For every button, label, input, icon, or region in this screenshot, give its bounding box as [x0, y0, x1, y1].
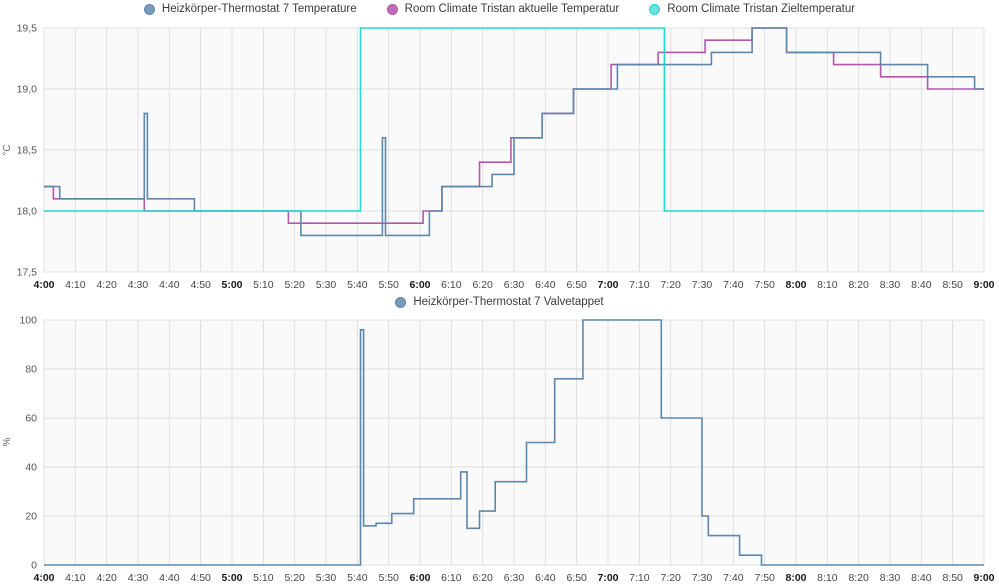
x-tick-label: 7:50 [754, 572, 775, 584]
series-line-room-climate-tristan-zieltemperatur [44, 27, 984, 212]
y-tick-label: 20 [25, 511, 37, 523]
x-tick-label: 5:40 [347, 572, 368, 584]
x-tick-label: 6:10 [441, 279, 462, 291]
x-tick-label: 7:50 [754, 279, 775, 291]
x-tick-label: 4:10 [65, 279, 86, 291]
x-tick-label: 7:10 [629, 572, 650, 584]
valve-position-chart-legend: Heizkörper-Thermostat 7 Valvetappet [0, 296, 999, 308]
x-tick-label: 4:20 [96, 279, 117, 291]
x-tick-label: 9:00 [973, 279, 994, 291]
x-tick-label: 5:10 [253, 279, 274, 291]
series-color-dot-icon [143, 3, 155, 15]
x-tick-label: 6:40 [535, 279, 556, 291]
temperature-chart-legend: Heizkörper-Thermostat 7 Temperature Room … [0, 3, 999, 15]
legend-item-heizkorper-thermostat-7-valvetappet[interactable]: Heizkörper-Thermostat 7 Valvetappet [395, 296, 604, 308]
legend-series-label: Heizkörper-Thermostat 7 Valvetappet [413, 296, 604, 308]
x-tick-label: 7:30 [692, 572, 713, 584]
x-tick-label: 4:30 [128, 572, 149, 584]
x-tick-label: 5:00 [221, 279, 242, 291]
x-tick-label: 4:40 [159, 572, 180, 584]
x-tick-label: 4:40 [159, 279, 180, 291]
y-tick-label: 17,5 [17, 267, 38, 279]
x-tick-label: 6:00 [409, 279, 430, 291]
x-tick-label: 8:10 [817, 572, 838, 584]
x-tick-label: 5:30 [316, 279, 337, 291]
x-tick-label: 8:30 [880, 572, 901, 584]
x-tick-label: 4:30 [128, 279, 149, 291]
x-tick-label: 7:00 [597, 572, 618, 584]
legend-series-label: Room Climate Tristan aktuelle Temperatur [404, 3, 620, 15]
x-tick-label: 7:40 [723, 279, 744, 291]
legend-item-heizkorper-thermostat-7-temperature[interactable]: Heizkörper-Thermostat 7 Temperature [143, 3, 357, 15]
legend-series-label: Room Climate Tristan Zieltemperatur [667, 3, 856, 15]
x-tick-label: 5:30 [316, 572, 337, 584]
y-tick-label: 0 [31, 560, 37, 572]
x-tick-label: 4:50 [190, 279, 211, 291]
x-tick-label: 8:20 [848, 279, 869, 291]
x-tick-label: 7:00 [597, 279, 618, 291]
y-tick-label: 60 [25, 413, 37, 425]
x-tick-label: 6:10 [441, 572, 462, 584]
x-tick-label: 5:00 [221, 572, 242, 584]
y-tick-label: 100 [19, 315, 37, 327]
x-tick-label: 4:00 [33, 279, 54, 291]
legend-series-label: Heizkörper-Thermostat 7 Temperature [161, 3, 357, 15]
x-tick-label: 7:20 [660, 279, 681, 291]
x-tick-label: 5:10 [253, 572, 274, 584]
y-tick-label: 19,0 [17, 84, 38, 96]
y-tick-label: 18,0 [17, 206, 38, 218]
x-tick-label: 6:20 [472, 572, 493, 584]
x-tick-label: 6:40 [535, 572, 556, 584]
y-tick-label: 19,5 [17, 23, 38, 35]
x-tick-label: 4:20 [96, 572, 117, 584]
x-tick-label: 6:30 [504, 279, 525, 291]
legend-item-room-climate-tristan-aktuelle-temperatur[interactable]: Room Climate Tristan aktuelle Temperatur [386, 3, 620, 15]
x-tick-label: 7:40 [723, 572, 744, 584]
x-tick-label: 5:20 [284, 572, 305, 584]
x-tick-label: 6:20 [472, 279, 493, 291]
x-tick-label: 5:40 [347, 279, 368, 291]
x-tick-label: 6:50 [566, 279, 587, 291]
x-tick-label: 7:30 [692, 279, 713, 291]
x-tick-label: 5:20 [284, 279, 305, 291]
series-color-dot-icon [395, 296, 407, 308]
x-tick-label: 8:00 [785, 279, 806, 291]
y-tick-label: 80 [25, 364, 37, 376]
legend-item-room-climate-tristan-zieltemperatur[interactable]: Room Climate Tristan Zieltemperatur [649, 3, 855, 15]
y-axis-unit-label: °C [2, 144, 13, 155]
x-tick-label: 8:50 [942, 279, 963, 291]
x-tick-label: 6:30 [504, 572, 525, 584]
y-tick-label: 18,5 [17, 145, 38, 157]
x-tick-label: 8:00 [785, 572, 806, 584]
x-tick-label: 8:30 [880, 279, 901, 291]
x-tick-label: 4:10 [65, 572, 86, 584]
x-tick-label: 6:50 [566, 572, 587, 584]
x-tick-label: 9:00 [973, 572, 994, 584]
y-tick-label: 40 [25, 462, 37, 474]
x-tick-label: 4:00 [33, 572, 54, 584]
series-line-heizkorper-thermostat-7-temperature [44, 27, 984, 237]
x-tick-label: 7:20 [660, 572, 681, 584]
series-line-heizkorper-thermostat-7-valvetappet [44, 319, 984, 566]
valve-position-chart[interactable]: 4:00 4:10 4:20 4:30 4:40 4:50 5:00 5:10 5:20 5:30… [0, 312, 999, 588]
x-tick-label: 8:20 [848, 572, 869, 584]
temperature-chart[interactable]: 4:00 4:10 4:20 4:30 4:40 4:50 5:00 5:10 5:20 5:30… [0, 0, 999, 295]
x-tick-label: 4:50 [190, 572, 211, 584]
x-tick-label: 6:00 [409, 572, 430, 584]
x-tick-label: 8:50 [942, 572, 963, 584]
x-tick-label: 8:40 [911, 279, 932, 291]
x-tick-label: 8:10 [817, 279, 838, 291]
x-tick-label: 5:50 [378, 279, 399, 291]
series-color-dot-icon [386, 3, 398, 15]
x-tick-label: 5:50 [378, 572, 399, 584]
x-tick-label: 8:40 [911, 572, 932, 584]
y-axis-unit-label: % [2, 437, 13, 446]
x-tick-label: 7:10 [629, 279, 650, 291]
series-color-dot-icon [649, 3, 661, 15]
